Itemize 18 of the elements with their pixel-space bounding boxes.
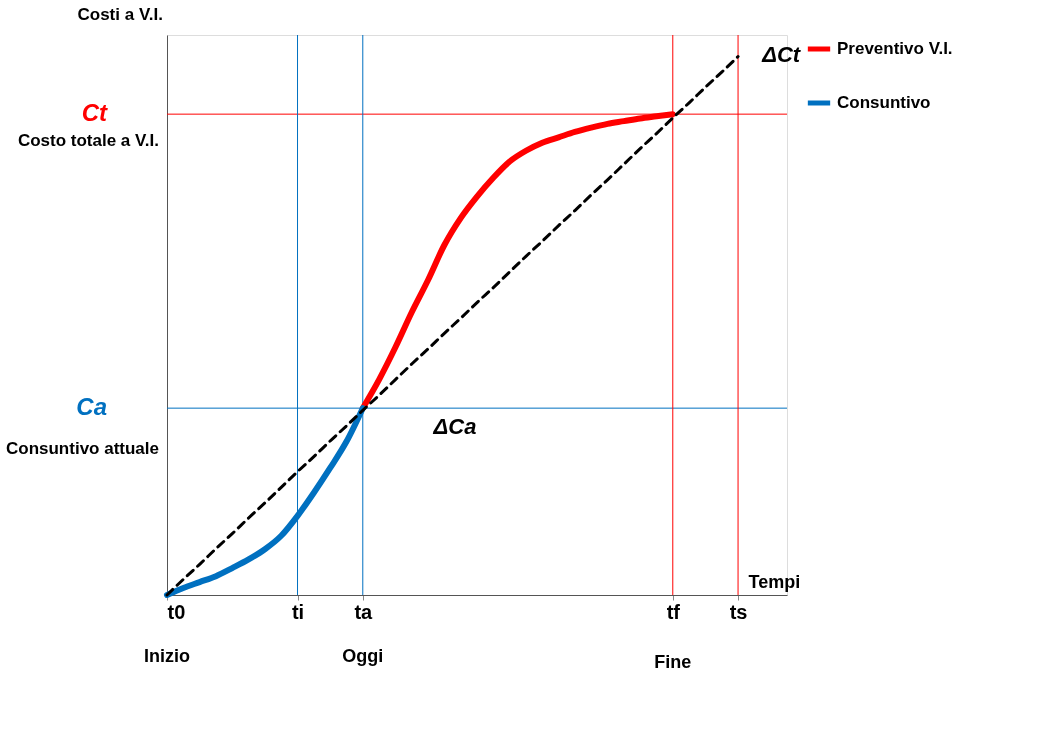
x-tick-label: ts: [729, 600, 748, 623]
legend-label: Preventivo V.I.: [837, 39, 953, 58]
x-tick-label: ti: [291, 600, 305, 623]
x-tick-label: t0: [167, 600, 186, 623]
x-tick-label: ta: [354, 600, 374, 623]
ref-line-label: Ct: [81, 99, 108, 127]
legend-label: Consuntivo: [837, 93, 931, 112]
x-axis-title: Tempi: [748, 571, 801, 592]
x-tick-label: tf: [666, 600, 681, 623]
y-axis-title: Costi a V.I.: [77, 4, 163, 24]
text: Costo totale a V.I.: [17, 131, 159, 151]
text: Consuntivo attuale: [5, 439, 159, 459]
ref-line-label: Ca: [76, 393, 107, 421]
text: Inizio: [144, 646, 190, 666]
text: Fine: [654, 652, 692, 672]
text: Oggi: [342, 646, 384, 666]
annotation: ΔCa: [432, 414, 477, 439]
annotation: ΔCt: [761, 41, 802, 67]
